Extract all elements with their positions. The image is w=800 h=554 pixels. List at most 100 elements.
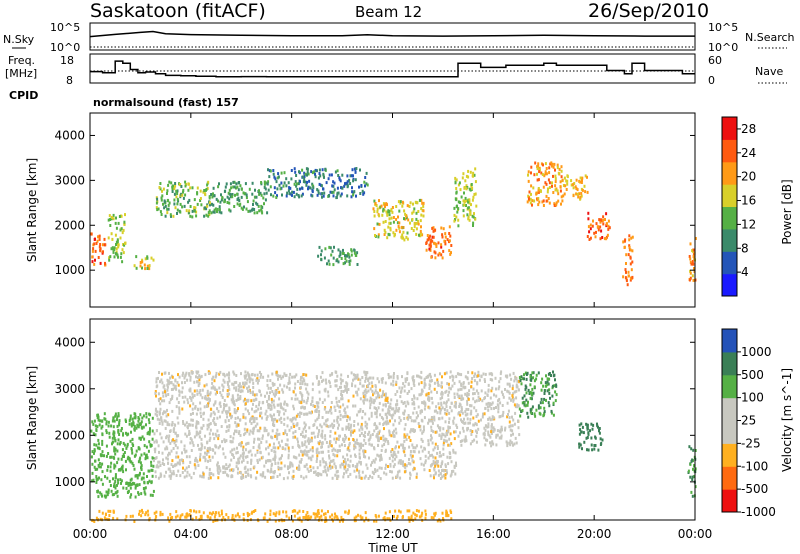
heatmap-cell	[303, 406, 306, 410]
heatmap-cell	[392, 220, 395, 224]
heatmap-cell	[380, 453, 382, 457]
heatmap-cell	[111, 215, 113, 219]
heatmap-cell	[694, 449, 697, 452]
heatmap-cell	[212, 511, 215, 515]
heatmap-cell	[438, 251, 441, 255]
heatmap-cell	[235, 186, 237, 190]
heatmap-cell	[214, 401, 217, 405]
heatmap-cell	[420, 514, 423, 518]
heatmap-cell	[204, 192, 206, 196]
heatmap-cell	[231, 400, 234, 404]
heatmap-cell	[104, 512, 107, 516]
heatmap-cell	[455, 187, 458, 190]
heatmap-cell	[212, 403, 215, 407]
heatmap-cell	[233, 403, 236, 407]
heatmap-cell	[381, 392, 384, 396]
heatmap-cell	[271, 381, 274, 385]
heatmap-cell	[689, 260, 692, 264]
heatmap-cell	[428, 383, 431, 387]
heatmap-cell	[231, 448, 234, 452]
heatmap-cell	[541, 401, 544, 405]
heatmap-cell	[327, 468, 330, 472]
heatmap-cell	[531, 391, 534, 395]
heatmap-cell	[353, 516, 356, 520]
heatmap-cell	[405, 438, 408, 441]
heatmap-cell	[361, 470, 364, 474]
heatmap-cell	[444, 411, 447, 415]
heatmap-cell	[465, 199, 468, 203]
heatmap-cell	[427, 450, 430, 454]
heatmap-cell	[366, 398, 369, 402]
heatmap-cell	[119, 236, 122, 240]
heatmap-cell	[163, 206, 166, 210]
heatmap-cell	[473, 406, 476, 410]
heatmap-cell	[384, 205, 386, 209]
heatmap-cell	[101, 243, 104, 247]
heatmap-cell	[258, 189, 260, 193]
heatmap-cell	[289, 186, 292, 190]
heatmap-cell	[530, 171, 532, 175]
heatmap-cell	[408, 205, 411, 208]
heatmap-cell	[322, 378, 325, 382]
heatmap-cell	[385, 415, 388, 419]
heatmap-cell	[428, 247, 431, 251]
heatmap-cell	[253, 195, 256, 199]
heatmap-cell	[444, 390, 447, 394]
heatmap-cell	[142, 487, 145, 490]
heatmap-cell	[550, 161, 553, 165]
heatmap-cell	[402, 446, 405, 449]
heatmap-cell	[274, 177, 277, 181]
heatmap-cell	[340, 389, 343, 393]
heatmap-cell	[289, 463, 292, 467]
heatmap-cell	[452, 375, 455, 379]
heatmap-cell	[204, 373, 207, 377]
heatmap-cell	[291, 519, 294, 523]
heatmap-cell	[157, 476, 160, 480]
heatmap-cell	[151, 429, 154, 433]
heatmap-cell	[431, 239, 434, 243]
heatmap-cell	[391, 431, 394, 435]
heatmap-cell	[168, 434, 171, 438]
heatmap-cell	[506, 415, 509, 419]
heatmap-cell	[243, 383, 246, 387]
heatmap-cell	[526, 411, 529, 415]
heatmap-cell	[350, 371, 353, 375]
heatmap-cell	[446, 455, 449, 459]
heatmap-cell	[156, 384, 159, 388]
heatmap-cell	[113, 446, 116, 450]
heatmap-cell	[413, 402, 416, 406]
heatmap-cell	[257, 437, 259, 441]
heatmap-cell	[220, 509, 223, 513]
heatmap-cell	[120, 227, 123, 231]
heatmap-cell	[233, 185, 236, 189]
heatmap-cell	[312, 184, 315, 188]
heatmap-cell	[320, 450, 323, 454]
heatmap-cell	[226, 410, 229, 414]
heatmap-cell	[155, 456, 158, 460]
heatmap-cell	[459, 201, 462, 204]
heatmap-cell	[392, 374, 395, 378]
heatmap-cell	[296, 511, 299, 515]
heatmap-cell	[159, 513, 162, 517]
heatmap-cell	[338, 519, 341, 523]
heatmap-cell	[307, 396, 309, 400]
heatmap-cell	[450, 511, 453, 514]
heatmap-cell	[444, 242, 447, 246]
heatmap-cell	[213, 210, 216, 214]
heatmap-cell	[468, 198, 471, 202]
heatmap-cell	[237, 457, 240, 461]
heatmap-cell	[176, 416, 179, 420]
heatmap-cell	[389, 402, 392, 406]
heatmap-cell	[392, 465, 395, 469]
heatmap-cell	[181, 451, 183, 455]
heatmap-cell	[344, 257, 347, 261]
heatmap-cell	[173, 464, 176, 468]
heatmap-cell	[334, 514, 337, 518]
heatmap-cell	[448, 417, 451, 421]
heatmap-cell	[443, 372, 446, 376]
heatmap-cell	[271, 436, 274, 440]
heatmap-cell	[457, 200, 460, 204]
heatmap-cell	[417, 222, 420, 226]
heatmap-cell	[273, 417, 276, 421]
heatmap-cell	[427, 397, 429, 401]
